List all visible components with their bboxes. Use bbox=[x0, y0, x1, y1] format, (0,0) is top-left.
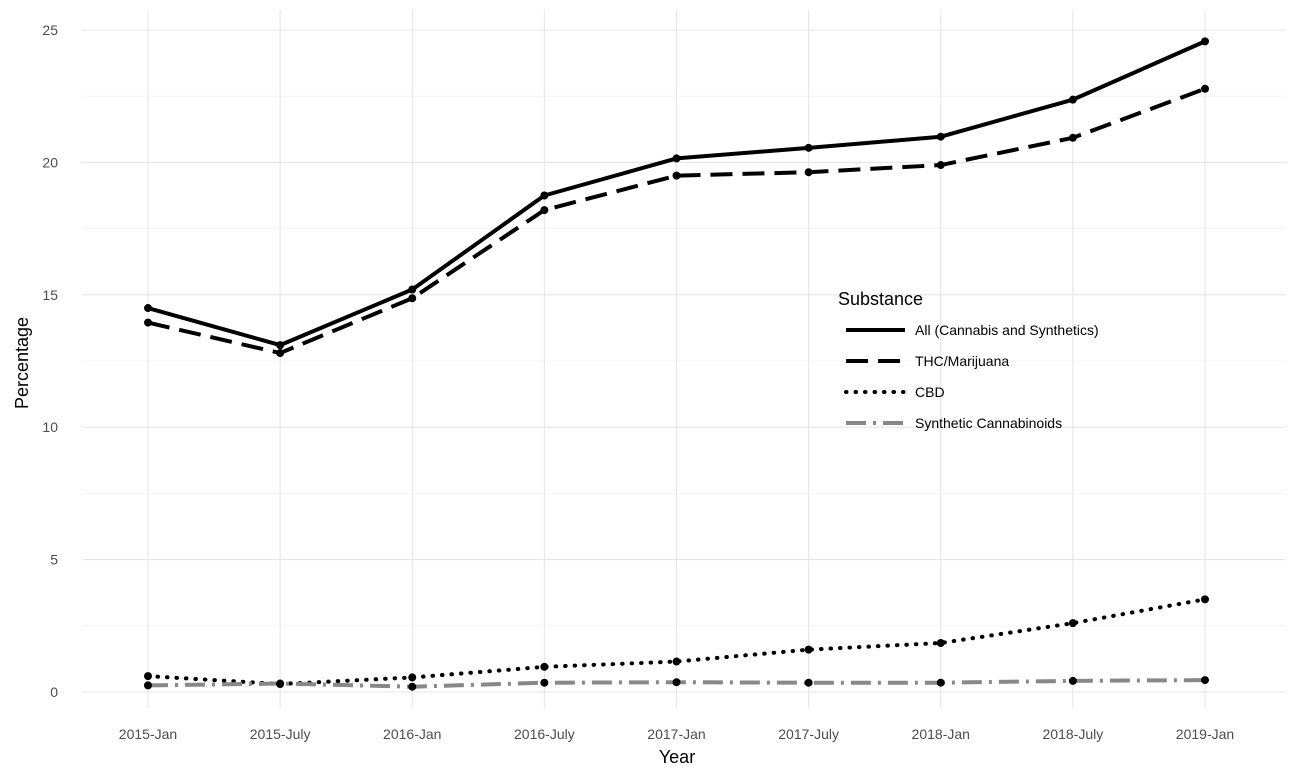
legend: Substance All (Cannabis and Synthetics) T… bbox=[838, 289, 1099, 431]
x-tick-label: 2017-July bbox=[778, 726, 839, 742]
data-point bbox=[1201, 84, 1209, 93]
y-axis-ticks: 0 5 10 15 20 25 bbox=[42, 22, 58, 700]
data-point bbox=[144, 304, 152, 313]
points-thc-marijuana bbox=[144, 84, 1209, 358]
series-line bbox=[147, 86, 1206, 356]
data-point bbox=[672, 154, 681, 163]
data-point bbox=[540, 206, 549, 215]
data-point bbox=[1201, 676, 1209, 685]
y-axis-title: Percentage bbox=[12, 317, 32, 409]
data-point bbox=[672, 657, 681, 666]
x-tick-label: 2019-Jan bbox=[1176, 726, 1234, 742]
data-point bbox=[672, 171, 681, 180]
legend-label: CBD bbox=[915, 384, 945, 400]
y-tick-label: 20 bbox=[42, 154, 58, 170]
points-synthetic-cannabinoids bbox=[144, 676, 1209, 691]
legend-label: Synthetic Cannabinoids bbox=[915, 415, 1062, 431]
series-line bbox=[146, 597, 1207, 687]
data-point bbox=[408, 285, 417, 294]
y-tick-label: 0 bbox=[50, 684, 58, 700]
data-point bbox=[672, 678, 681, 687]
legend-title: Substance bbox=[838, 289, 923, 309]
data-point bbox=[804, 168, 813, 177]
series-cbd bbox=[146, 597, 1207, 687]
data-point bbox=[936, 132, 945, 141]
data-point bbox=[408, 682, 417, 691]
legend-label: THC/Marijuana bbox=[915, 353, 1009, 369]
x-tick-label: 2016-July bbox=[514, 726, 575, 742]
x-tick-label: 2015-July bbox=[250, 726, 311, 742]
data-point bbox=[804, 143, 813, 152]
x-tick-label: 2016-Jan bbox=[383, 726, 441, 742]
data-point bbox=[540, 662, 549, 671]
data-point bbox=[144, 681, 152, 690]
y-tick-label: 5 bbox=[50, 552, 58, 568]
data-point bbox=[144, 672, 152, 681]
x-axis-title: Year bbox=[659, 747, 695, 767]
legend-item-all-cannabis-and-synthetics: All (Cannabis and Synthetics) bbox=[846, 322, 1099, 338]
y-tick-label: 15 bbox=[42, 287, 58, 303]
data-point bbox=[936, 161, 945, 170]
y-tick-label: 10 bbox=[42, 419, 58, 435]
data-point bbox=[936, 678, 945, 687]
x-tick-label: 2018-Jan bbox=[912, 726, 970, 742]
x-tick-label: 2015-Jan bbox=[119, 726, 177, 742]
series-layer bbox=[144, 37, 1209, 691]
x-tick-label: 2017-Jan bbox=[647, 726, 705, 742]
legend-item-thc-marijuana: THC/Marijuana bbox=[846, 353, 1009, 369]
data-point bbox=[276, 341, 285, 350]
data-point bbox=[936, 639, 945, 648]
data-point bbox=[408, 294, 417, 303]
data-point bbox=[144, 318, 152, 327]
data-point bbox=[1068, 619, 1077, 628]
grid bbox=[82, 10, 1286, 708]
points-all-cannabis-and-synthetics bbox=[144, 37, 1209, 350]
data-point bbox=[1068, 95, 1077, 104]
data-point bbox=[540, 191, 549, 200]
data-point bbox=[276, 349, 285, 358]
data-point bbox=[804, 678, 813, 687]
legend-item-cbd: CBD bbox=[844, 384, 945, 400]
x-tick-label: 2018-July bbox=[1043, 726, 1104, 742]
y-tick-label: 25 bbox=[42, 22, 58, 38]
legend-item-synthetic-cannabinoids: Synthetic Cannabinoids bbox=[846, 415, 1062, 431]
data-point bbox=[1068, 133, 1077, 142]
data-point bbox=[1068, 676, 1077, 685]
data-point bbox=[804, 645, 813, 654]
x-axis-ticks: 2015-Jan 2015-July 2016-Jan 2016-July 2017-J… bbox=[119, 726, 1234, 742]
points-cbd bbox=[144, 595, 1209, 689]
data-point bbox=[408, 673, 417, 682]
data-point bbox=[540, 678, 549, 687]
data-point bbox=[1201, 37, 1209, 46]
series-thc-marijuana bbox=[147, 86, 1206, 356]
data-point bbox=[1201, 595, 1209, 604]
legend-label: All (Cannabis and Synthetics) bbox=[915, 322, 1099, 338]
data-point bbox=[276, 679, 285, 688]
